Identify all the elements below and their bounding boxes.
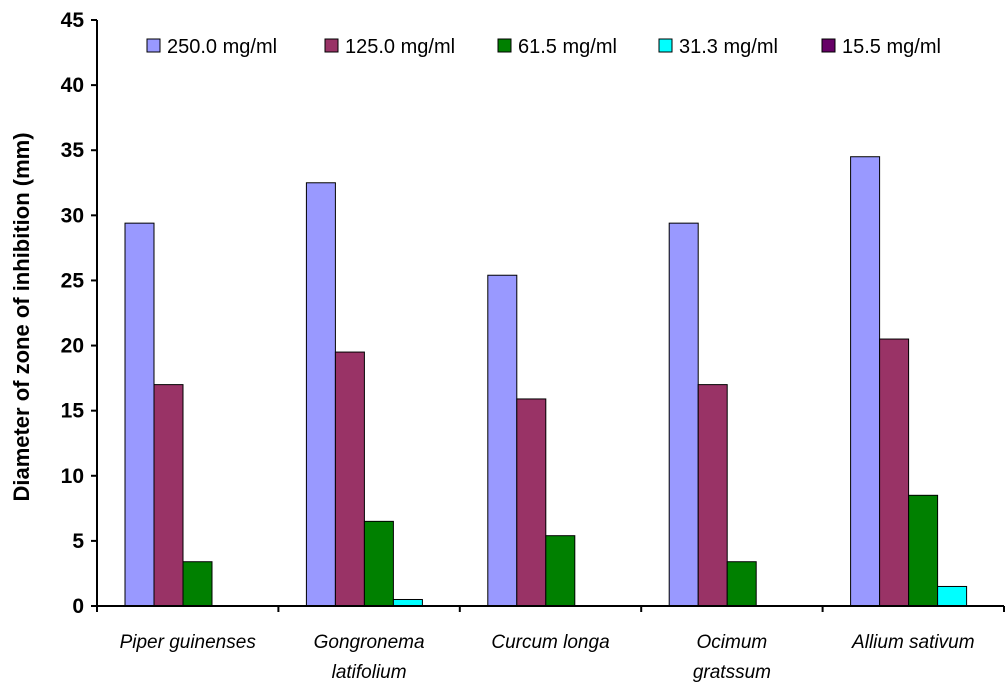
category-label: Curcum longa: [491, 632, 609, 653]
y-tick-label: 30: [61, 204, 84, 227]
category-label: Ocimum gratssum: [693, 632, 771, 683]
y-axis-title: Diameter of zone of inhibition (mm): [9, 132, 34, 501]
bars-group: [124, 156, 968, 607]
bar-2-1: [153, 384, 184, 607]
bar-4-5: [937, 585, 968, 607]
y-tick-label: 20: [61, 335, 84, 358]
bar-2-5: [879, 338, 910, 607]
legend-swatch: [658, 38, 673, 53]
category-labels: Piper guinenses Gongronema latifolium Curcu…: [120, 632, 975, 683]
bar-1-2: [305, 182, 336, 607]
category-label: Piper guinenses: [120, 632, 257, 653]
legend-swatch: [497, 38, 512, 53]
y-tick-label: 15: [61, 400, 85, 423]
category-label: Allium sativum: [851, 632, 974, 653]
y-tick-label: 40: [61, 74, 84, 97]
bar-1-4: [668, 222, 699, 607]
legend: 250.0 mg/ml 125.0 mg/ml 61.5 mg/ml 31.3 mg/…: [146, 36, 941, 58]
legend-label: 61.5 mg/ml: [518, 36, 617, 58]
axes-group: [91, 19, 1005, 612]
bar-1-1: [124, 222, 155, 607]
bar-3-5: [908, 494, 939, 607]
bar-3-3: [545, 535, 576, 607]
bar-2-3: [516, 398, 547, 607]
y-tick-labels: 0 5 10 15 20 25 30 35 40 45: [61, 9, 85, 618]
legend-label: 15.5 mg/ml: [842, 36, 941, 58]
y-tick-label: 25: [61, 269, 85, 292]
legend-swatch: [146, 38, 161, 53]
y-tick-label: 35: [61, 139, 85, 162]
category-label: Gongronema latifolium: [314, 632, 425, 683]
legend-label: 250.0 mg/ml: [167, 36, 277, 58]
bar-1-5: [850, 156, 881, 607]
y-tick-label: 5: [72, 530, 84, 553]
bar-1-3: [487, 274, 518, 607]
legend-label: 125.0 mg/ml: [345, 36, 455, 58]
bar-2-4: [697, 384, 728, 607]
bar-3-4: [726, 561, 757, 607]
legend-swatch: [324, 38, 339, 53]
legend-swatch: [821, 38, 836, 53]
y-tick-label: 10: [61, 465, 84, 488]
legend-label: 31.3 mg/ml: [679, 36, 778, 58]
bar-2-2: [334, 351, 365, 607]
bar-3-2: [363, 520, 394, 607]
y-tick-label: 0: [72, 595, 84, 618]
y-tick-label: 45: [61, 9, 85, 32]
bar-3-1: [182, 561, 213, 607]
